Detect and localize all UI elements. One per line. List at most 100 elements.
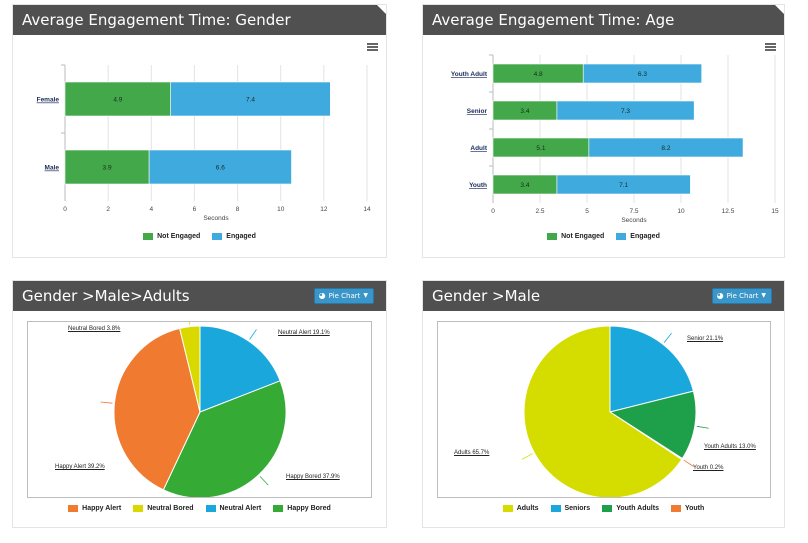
leader-line <box>521 453 533 460</box>
legend-item-neutral-bored[interactable]: Neutral Bored <box>133 505 194 512</box>
pie-label: Happy Alert 39.2% <box>55 464 105 470</box>
legend-label: Engaged <box>226 233 256 240</box>
pie-chart-icon: ◕ <box>318 291 326 300</box>
pie-frame: Senior 21.1% Youth Adults 13.0% Youth 0.… <box>437 321 771 498</box>
pie-chart-type-button[interactable]: ◕ Pie Chart ▼ <box>313 288 374 304</box>
caret-down-icon: ▼ <box>761 292 766 299</box>
category-label: Senior <box>467 108 488 115</box>
legend-item-neutral-alert[interactable]: Neutral Alert <box>205 505 261 512</box>
x-tick-label: 2.5 <box>535 208 544 215</box>
bar-segment <box>556 100 695 121</box>
data-label: 8.2 <box>661 145 670 152</box>
x-tick-label: 0 <box>491 208 495 215</box>
legend-swatch <box>550 505 561 512</box>
pie-label: Youth Adults 13.0% <box>704 444 756 450</box>
x-axis-title: Seconds <box>203 215 229 222</box>
pie-slice <box>609 325 695 413</box>
legend-item-youth-adults[interactable]: Youth Adults <box>602 505 659 512</box>
legend-swatch <box>68 505 79 512</box>
bar-segment <box>64 149 150 185</box>
bar-segment <box>170 81 331 117</box>
pie-chart-type-button[interactable]: ◕ Pie Chart ▼ <box>711 288 772 304</box>
male-adults-pie-panel: Gender >Male>Adults ◕ Pie Chart ▼ Neutra… <box>12 280 387 528</box>
chart-legend: Adults Seniors Youth Adults Youth <box>423 505 784 512</box>
bar-segment <box>588 137 744 158</box>
legend-swatch <box>205 505 216 512</box>
legend-item-youth[interactable]: Youth <box>670 505 704 512</box>
pie-slice <box>113 327 201 491</box>
legend-label: Seniors <box>564 505 591 512</box>
pie-label: Happy Bored 37.9% <box>286 474 340 480</box>
category-label: Adult <box>470 145 487 152</box>
legend-item-happy-bored[interactable]: Happy Bored <box>273 505 331 512</box>
data-label: 4.8 <box>534 71 543 78</box>
legend-label: Happy Bored <box>287 505 331 512</box>
legend-item-engaged[interactable]: Engaged <box>212 233 256 240</box>
pie-label: Youth 0.2% <box>693 465 724 471</box>
category-label: Youth <box>469 182 487 189</box>
leader-line <box>249 329 257 340</box>
legend-swatch <box>212 233 223 240</box>
header-fold-decoration <box>775 5 784 14</box>
leader-line <box>100 401 113 404</box>
legend-item-not-engaged[interactable]: Not Engaged <box>547 233 604 240</box>
x-tick-label: 15 <box>771 208 779 215</box>
x-tick-label: 14 <box>363 206 371 213</box>
bar-segment <box>148 149 292 185</box>
legend-item-not-engaged[interactable]: Not Engaged <box>143 233 200 240</box>
legend-item-seniors[interactable]: Seniors <box>550 505 591 512</box>
gender-bar-chart: 0 2 4 6 8 10 12 14 Seconds Female 4.9 7.4 Male 3.9 6.6 <box>37 64 371 222</box>
legend-swatch <box>616 233 627 240</box>
x-tick-label: 7.5 <box>629 208 638 215</box>
legend-swatch <box>670 505 681 512</box>
leader-line <box>188 322 190 325</box>
panel-header: Gender >Male>Adults ◕ Pie Chart ▼ <box>13 281 386 311</box>
category-label: Female <box>37 97 60 104</box>
x-tick-label: 2 <box>106 206 110 213</box>
category-label: Male <box>45 165 60 172</box>
legend-label: Neutral Bored <box>147 505 194 512</box>
data-label: 6.6 <box>216 165 225 172</box>
panel-header: Average Engagement Time: Age <box>423 5 784 35</box>
chart-legend: Not Engaged Engaged <box>13 233 386 240</box>
x-tick-label: 0 <box>63 206 67 213</box>
legend-swatch <box>602 505 613 512</box>
age-chart-panel: Average Engagement Time: Age 0 2.5 5 7.5 10 1… <box>422 4 785 258</box>
x-tick-label: 10 <box>277 206 285 213</box>
pie-label: Senior 21.1% <box>687 336 724 342</box>
panel-title: Average Engagement Time: Age <box>432 11 675 29</box>
pie-slice <box>523 325 683 497</box>
legend-label: Not Engaged <box>561 233 605 240</box>
header-fold-decoration <box>377 5 386 14</box>
category-label: Youth Adult <box>451 71 488 78</box>
legend-label: Youth Adults <box>616 505 659 512</box>
hamburger-icon[interactable] <box>367 43 378 51</box>
x-tick-label: 4 <box>149 206 153 213</box>
legend-item-engaged[interactable]: Engaged <box>616 233 660 240</box>
data-label: 3.4 <box>520 182 529 189</box>
x-tick-label: 8 <box>236 206 240 213</box>
age-bar-chart: 0 2.5 5 7.5 10 12.5 15 Seconds Youth Adult 4.8 6.3… <box>451 54 779 224</box>
panel-body: 0 2.5 5 7.5 10 12.5 15 Seconds Youth Adult 4.8 6.3… <box>423 35 784 257</box>
leader-line <box>663 332 672 343</box>
data-label: 3.4 <box>520 108 529 115</box>
legend-label: Adults <box>516 505 539 512</box>
x-tick-label: 5 <box>585 208 589 215</box>
pie-slice <box>608 390 697 460</box>
legend-label: Not Engaged <box>157 233 201 240</box>
data-label: 7.1 <box>619 182 628 189</box>
bar-segment <box>556 174 691 195</box>
legend-item-adults[interactable]: Adults <box>502 505 539 512</box>
pie-frame: Neutral Bored 3.8% Neutral Alert 19.1% H… <box>27 321 372 498</box>
legend-item-happy-alert[interactable]: Happy Alert <box>68 505 121 512</box>
pie-label: Adults 65.7% <box>454 450 490 456</box>
data-label: 6.3 <box>638 71 647 78</box>
male-adults-pie-chart <box>100 322 287 497</box>
button-label: Pie Chart <box>726 292 759 300</box>
pie-label: Neutral Alert 19.1% <box>278 330 330 336</box>
data-label: 7.3 <box>621 108 630 115</box>
hamburger-icon[interactable] <box>765 43 776 51</box>
leader-line <box>259 476 269 486</box>
legend-label: Happy Alert <box>82 505 122 512</box>
pie-slice <box>199 325 281 413</box>
